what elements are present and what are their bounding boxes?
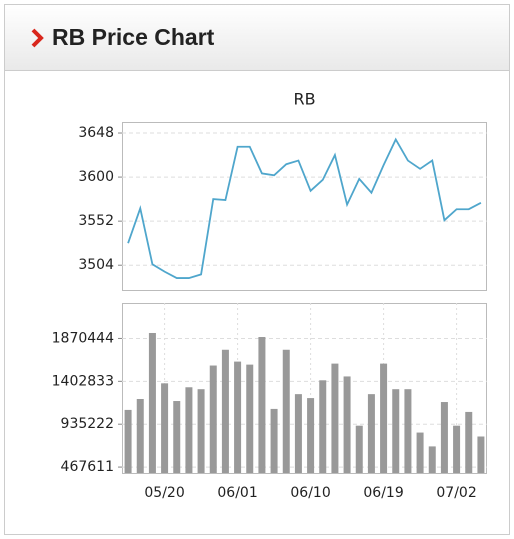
y-tick-label: 3504 (78, 257, 114, 273)
volume-bar (465, 411, 473, 473)
volume-bar (234, 361, 242, 473)
y-tick-label: 1402833 (52, 373, 114, 389)
volume-bar (367, 394, 375, 473)
volume-bar (148, 332, 156, 473)
x-tick-label: 07/02 (436, 485, 476, 501)
header-title: RB Price Chart (52, 24, 215, 50)
volume-bar (380, 363, 388, 473)
volume-bar (404, 389, 412, 473)
volume-bar (331, 363, 339, 473)
volume-bar (428, 446, 436, 473)
volume-bar (307, 398, 315, 473)
volume-bar (294, 394, 302, 473)
plot-area (122, 122, 487, 291)
volume-bar (161, 383, 169, 473)
volume-bar (246, 364, 254, 473)
x-tick-label: 05/20 (144, 485, 184, 501)
volume-bar (440, 402, 448, 473)
volume-bar (197, 389, 205, 473)
volume-bar (209, 365, 217, 473)
y-tick-label: 3552 (78, 213, 114, 229)
x-tick-label: 06/10 (290, 485, 330, 501)
y-tick-label: 467611 (61, 459, 114, 475)
y-tick-label: 3600 (78, 169, 114, 185)
volume-bar (477, 436, 485, 473)
header-bar (4, 4, 510, 71)
plot-area (122, 303, 487, 474)
volume-bar (282, 349, 290, 473)
volume-bar (319, 380, 327, 473)
volume-bar (221, 349, 229, 473)
y-tick-label: 1870444 (52, 330, 114, 346)
volume-bar (270, 408, 278, 473)
volume-bar (392, 389, 400, 473)
volume-bar (185, 387, 193, 473)
x-tick-label: 06/19 (363, 485, 403, 501)
volume-bar (124, 409, 132, 473)
volume-bar (136, 399, 144, 473)
volume-bar (453, 425, 461, 473)
price-line (127, 137, 482, 279)
chart-title: RB (293, 90, 315, 109)
chevron-icon (31, 28, 44, 48)
y-tick-label: 3648 (78, 125, 114, 141)
y-tick-label: 935222 (61, 416, 114, 432)
volume-bar (343, 376, 351, 473)
volume-bar (355, 425, 363, 473)
volume-bar (173, 401, 181, 473)
x-tick-label: 06/01 (217, 485, 257, 501)
volume-bar (258, 337, 266, 473)
volume-bar (416, 432, 424, 473)
